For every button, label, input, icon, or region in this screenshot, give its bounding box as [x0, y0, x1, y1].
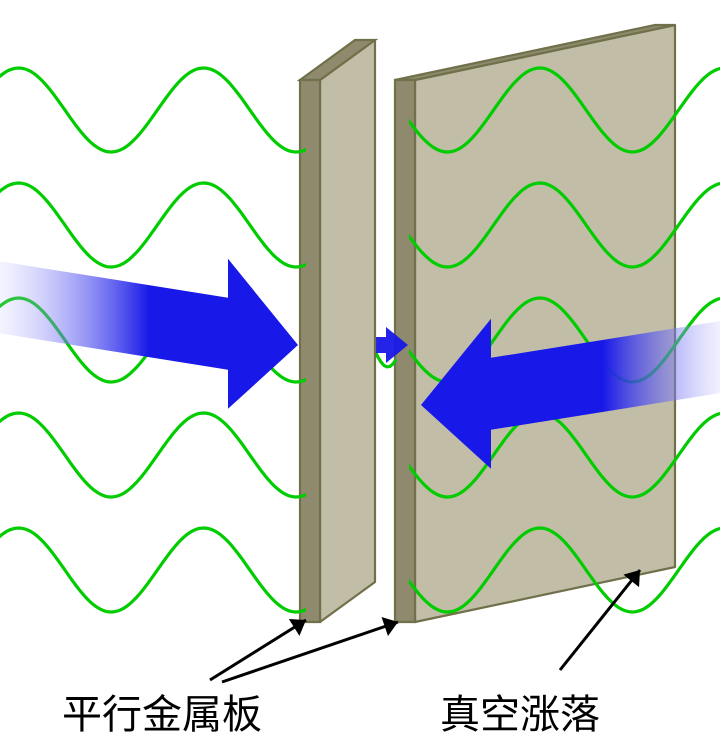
plates-label: 平行金属板: [62, 682, 262, 737]
wave-line: [0, 68, 307, 152]
wave-line: [0, 413, 307, 497]
vacuum-label: 真空涨落: [440, 682, 600, 737]
wave-line: [0, 528, 307, 612]
right-plate: [395, 25, 675, 622]
wave-line: [0, 183, 307, 267]
arrow-left-in: [0, 256, 298, 409]
left-plate: [300, 40, 375, 622]
